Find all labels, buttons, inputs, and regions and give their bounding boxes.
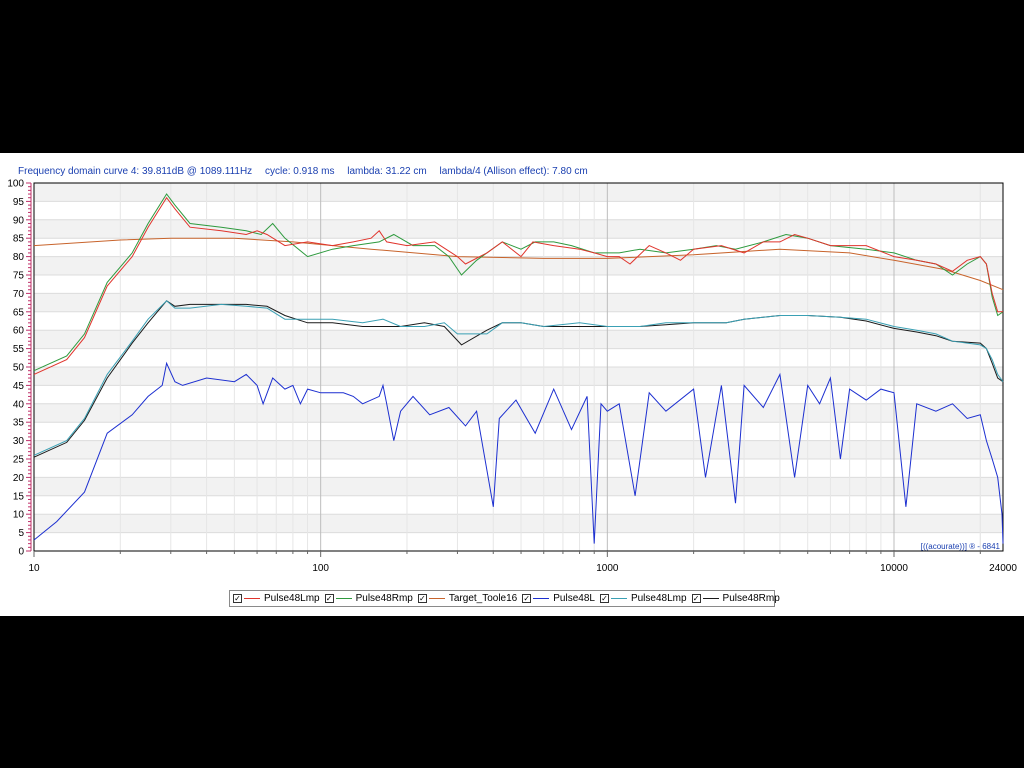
legend-label: Pulse48Rmp — [355, 593, 413, 604]
y-tick-label: 60 — [13, 326, 25, 337]
legend-label: Pulse48Lmp — [264, 593, 320, 604]
x-tick-label: 10 — [28, 563, 40, 574]
legend-checkbox[interactable]: ✓ — [324, 594, 334, 603]
grid-band — [34, 440, 1003, 459]
legend-checkbox[interactable]: ✓ — [417, 594, 427, 603]
y-tick-label: 65 — [13, 307, 25, 318]
frequency-plot: 0 5 10 15 20 25 30 35 40 45 50 55 60 65 70 75 80 85 90 95 10… — [7, 179, 1017, 575]
grid-band — [34, 514, 1003, 533]
legend-swatch — [244, 598, 260, 599]
axis-layer: 0 5 10 15 20 25 30 35 40 45 50 55 60 65 70 75 80 85 90 95 10… — [7, 179, 1017, 575]
curve-info-header: Frequency domain curve 4: 39.811dB @ 108… — [18, 166, 598, 177]
curve-readout: Frequency domain curve 4: 39.811dB @ 108… — [18, 166, 253, 177]
watermark: [((acourate))] ® - 6841 — [921, 542, 1001, 551]
series-line-target-toole16 — [33, 237, 1004, 291]
grid-band — [34, 293, 1003, 312]
legend-checkbox[interactable]: ✓ — [522, 594, 532, 603]
x-tick-label: 10000 — [880, 563, 908, 574]
legend-item[interactable]: ✓ Pulse48Rmp — [324, 593, 413, 604]
legend-label: Pulse48Rmp — [722, 593, 780, 604]
legend-swatch — [610, 598, 627, 599]
grid-band — [34, 367, 1003, 386]
y-tick-label: 20 — [13, 473, 25, 484]
legend-item[interactable]: ✓ Pulse48Lmp — [599, 593, 687, 604]
legend-checkbox[interactable]: ✓ — [691, 594, 701, 603]
legend-label: Pulse48Lmp — [630, 593, 687, 604]
grid-band — [34, 219, 1003, 239]
grid-band — [34, 330, 1003, 349]
legend-item[interactable]: ✓ Target_Toole16 — [417, 593, 518, 604]
y-tick-label: 15 — [13, 491, 25, 502]
y-tick-label: 70 — [13, 289, 25, 300]
y-tick-label: 40 — [13, 399, 25, 410]
x-tick-label: 100 — [312, 563, 329, 574]
y-tick-label: 25 — [13, 455, 25, 466]
y-tick-label: 45 — [13, 381, 25, 392]
legend-item[interactable]: ✓ Pulse48L — [522, 593, 595, 604]
legend-swatch — [335, 598, 352, 599]
grid-band — [34, 477, 1003, 496]
grid-layer — [33, 182, 1003, 552]
y-tick-label: 90 — [13, 215, 25, 226]
legend-label: Pulse48L — [553, 593, 595, 604]
y-tick-label: 10 — [13, 510, 25, 521]
y-tick-label: 50 — [13, 363, 25, 374]
y-tick-label: 85 — [13, 234, 25, 245]
grid-band — [34, 256, 1003, 275]
legend-label: Target_Toole16 — [448, 593, 518, 604]
series-line-pulse48l — [33, 361, 1004, 544]
y-tick-label: 95 — [13, 197, 25, 208]
grid-band — [34, 403, 1003, 423]
legend-checkbox[interactable]: ✓ — [599, 594, 609, 603]
series-line-pulse48lmp — [33, 196, 1003, 375]
legend-swatch — [428, 598, 445, 599]
cycle-readout: cycle: 0.918 ms — [264, 166, 335, 177]
y-tick-label: 75 — [13, 271, 25, 282]
y-tick-label: 30 — [13, 436, 25, 447]
legend-swatch — [702, 598, 719, 599]
chart-panel: 0 5 10 15 20 25 30 35 40 45 50 55 60 65 70 75 80 85 90 95 10… — [0, 153, 1024, 616]
x-tick-label: 24000 — [989, 563, 1017, 574]
x-tick-label: 1000 — [596, 563, 619, 574]
y-tick-label: 35 — [13, 418, 25, 429]
legend-item[interactable]: ✓ Pulse48Lmp — [233, 593, 320, 604]
y-tick-label: 55 — [13, 344, 25, 355]
legend-swatch — [533, 598, 550, 599]
allison-readout: lambda/4 (Allison effect): 7.80 cm — [439, 166, 588, 177]
series-layer — [33, 193, 1004, 544]
series-line-pulse48lmp — [33, 300, 1004, 456]
legend-checkbox[interactable]: ✓ — [233, 594, 242, 603]
grid-band — [34, 183, 1003, 202]
legend: ✓ Pulse48Lmp ✓ Pulse48Rmp ✓ Target_Toole16 ✓ Pu… — [229, 590, 780, 607]
series-line-pulse48rmp — [33, 193, 1004, 372]
plot-frame — [33, 182, 1004, 552]
lambda-readout: lambda: 31.22 cm — [347, 166, 427, 177]
y-tick-label: 80 — [13, 252, 25, 263]
legend-item[interactable]: ✓ Pulse48Rmp — [691, 593, 780, 604]
y-tick-label: 5 — [18, 528, 24, 539]
y-tick-label: 100 — [7, 179, 24, 190]
y-tick-label: 0 — [18, 547, 24, 558]
